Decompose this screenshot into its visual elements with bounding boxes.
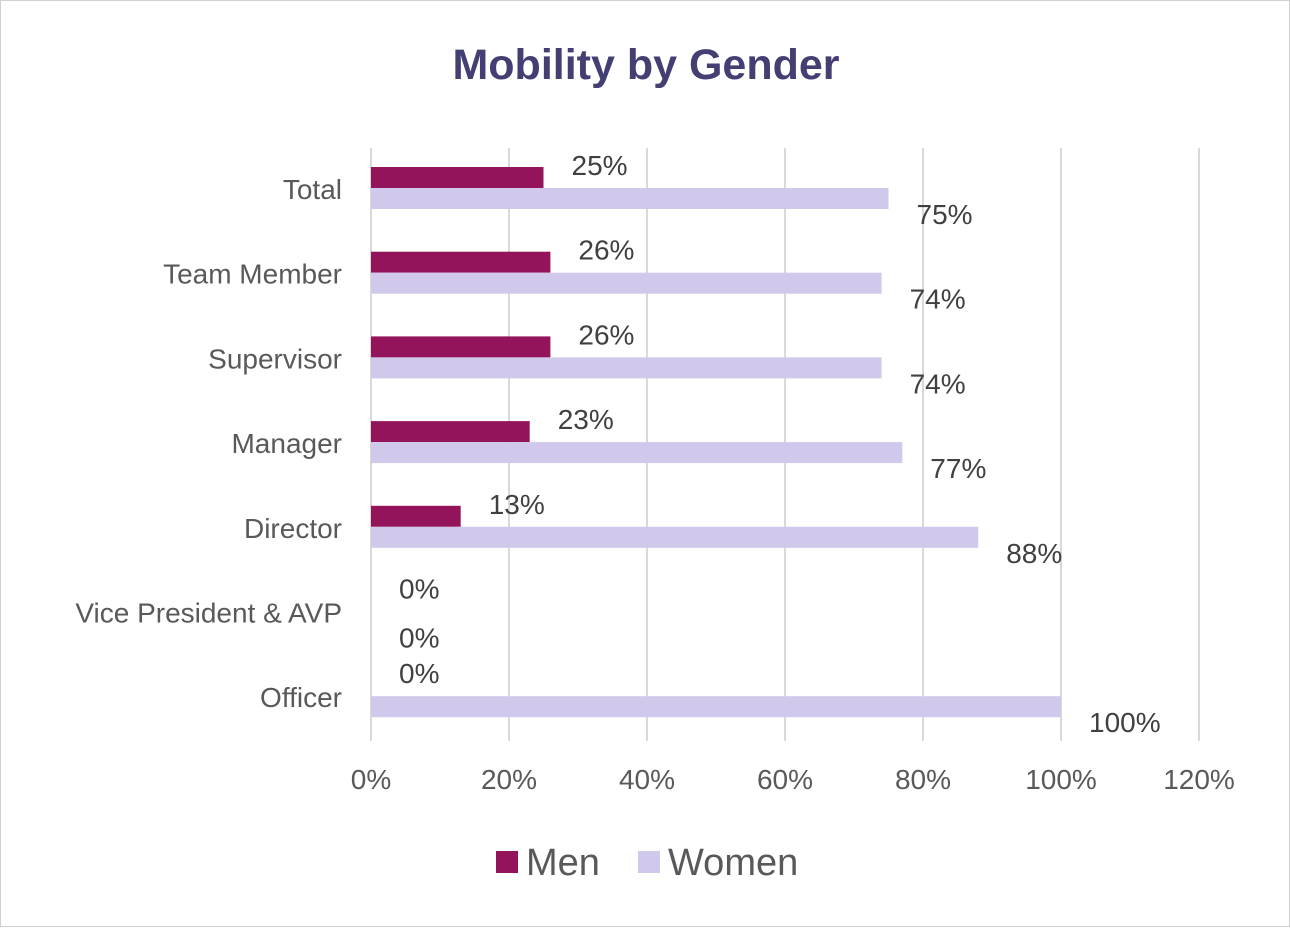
chart-title: Mobility by Gender	[452, 41, 839, 89]
bar-women	[371, 357, 882, 379]
data-label-women: 0%	[399, 623, 439, 654]
data-label-women: 74%	[910, 368, 966, 399]
data-label-men: 26%	[578, 319, 634, 350]
data-label-men: 0%	[399, 574, 439, 605]
category-label: Vice President & AVP	[75, 598, 342, 629]
x-tick-label: 80%	[895, 764, 951, 795]
legend-label-women: Women	[668, 842, 798, 884]
data-label-men: 25%	[572, 150, 628, 181]
category-label: Officer	[260, 682, 342, 713]
x-tick-label: 20%	[481, 764, 537, 795]
x-tick-label: 120%	[1163, 764, 1235, 795]
category-label: Total	[283, 174, 342, 205]
data-label-men: 13%	[489, 489, 545, 520]
data-labels: 25% 26% 26% 23% 13% 0% 0% 75% 74% 74% 77% 88% 0% 100%	[399, 150, 1161, 738]
x-tick-label: 0%	[351, 764, 391, 795]
data-label-men: 23%	[558, 404, 614, 435]
data-label-men: 0%	[399, 658, 439, 689]
x-tick-label: 100%	[1025, 764, 1097, 795]
data-label-women: 100%	[1089, 707, 1161, 738]
data-label-women: 88%	[1006, 538, 1062, 569]
x-tick-label: 40%	[619, 764, 675, 795]
bar-women	[371, 272, 882, 294]
x-tick-label: 60%	[757, 764, 813, 795]
bar-men	[371, 421, 530, 443]
data-label-women: 74%	[910, 284, 966, 315]
legend-swatch-women	[638, 851, 660, 873]
category-label: Supervisor	[208, 343, 342, 374]
bar-women	[371, 442, 903, 464]
legend-label-men: Men	[526, 842, 600, 884]
category-labels: Total Team Member Supervisor Manager Direct…	[75, 174, 342, 713]
bar-women	[371, 696, 1061, 718]
legend: Men Women	[496, 842, 798, 884]
bars	[371, 167, 1061, 718]
data-label-women: 75%	[917, 199, 973, 230]
category-label: Team Member	[163, 259, 342, 290]
bar-men	[371, 167, 544, 188]
bar-men	[371, 251, 551, 273]
data-label-women: 77%	[930, 453, 986, 484]
x-axis-tick-labels: 0% 20% 40% 60% 80% 100% 120%	[351, 764, 1235, 795]
category-label: Manager	[231, 428, 342, 459]
legend-swatch-men	[496, 851, 518, 873]
category-label: Director	[244, 513, 342, 544]
bar-women	[371, 188, 889, 209]
bar-women	[371, 526, 979, 548]
data-label-men: 26%	[578, 235, 634, 266]
bar-men	[371, 505, 461, 527]
bar-men	[371, 336, 551, 358]
